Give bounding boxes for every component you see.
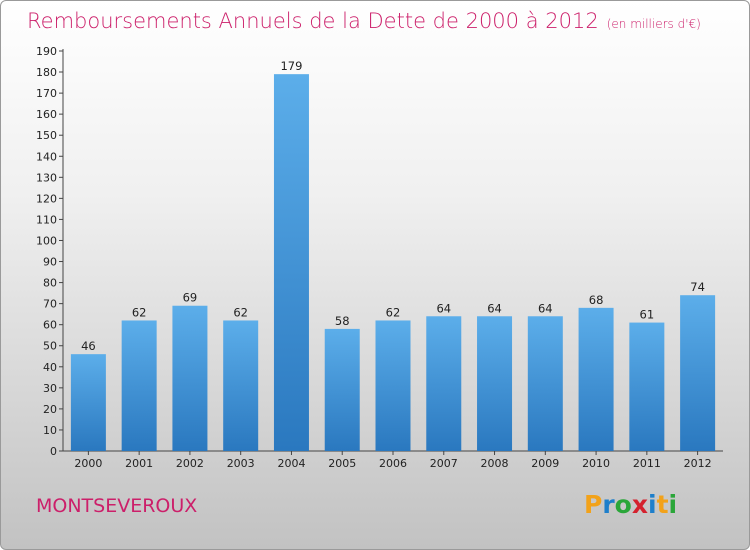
data-label: 58 <box>335 314 350 328</box>
data-label: 74 <box>690 280 705 294</box>
bar-2002 <box>172 305 208 451</box>
y-tick-label: 0 <box>50 445 57 458</box>
proxiti-logo: Proxiti <box>584 490 677 519</box>
bar-2003 <box>223 320 259 451</box>
logo-letter: i <box>668 490 678 519</box>
x-tick-label: 2006 <box>379 457 407 470</box>
y-tick-label: 130 <box>36 171 57 184</box>
bar-2009 <box>527 316 563 451</box>
x-tick-label: 2007 <box>430 457 458 470</box>
y-tick-label: 20 <box>43 403 57 416</box>
bar-2004 <box>273 74 309 451</box>
bar-2005 <box>324 328 360 451</box>
logo-letter: t <box>656 490 669 519</box>
axes: 0 10 20 30 40 50 60 70 80 90 100 110 120 130 140 150 160… <box>36 45 723 470</box>
logo-letter: o <box>614 490 632 519</box>
x-tick-label: 2003 <box>227 457 255 470</box>
x-tick-label: 2009 <box>531 457 559 470</box>
data-label: 62 <box>386 305 401 319</box>
y-tick-label: 50 <box>43 340 57 353</box>
y-tick-label: 170 <box>36 87 57 100</box>
y-tick-label: 140 <box>36 150 57 163</box>
y-tick-label: 160 <box>36 108 57 121</box>
y-tick-label: 110 <box>36 213 57 226</box>
logo-letter: x <box>631 490 648 519</box>
data-label: 64 <box>436 301 451 315</box>
data-label: 179 <box>280 59 302 73</box>
x-tick-label: 2004 <box>277 457 305 470</box>
y-tick-label: 90 <box>43 256 57 269</box>
bar-2012 <box>680 295 716 451</box>
y-tick-label: 40 <box>43 361 57 374</box>
y-tick-label: 30 <box>43 382 57 395</box>
data-label: 64 <box>487 301 502 315</box>
data-label: 61 <box>640 308 655 322</box>
y-tick-label: 70 <box>43 298 57 311</box>
data-label: 69 <box>183 291 198 305</box>
bar-2010 <box>578 307 614 451</box>
logo-letter: i <box>648 490 657 519</box>
chart-title-text: Remboursements Annuels de la Dette de 20… <box>27 9 599 33</box>
data-label: 62 <box>233 305 248 319</box>
logo-letter: P <box>584 490 603 519</box>
logo-letter: r <box>602 490 615 519</box>
y-tick-label: 180 <box>36 66 57 79</box>
data-label: 62 <box>132 305 147 319</box>
y-tick-label: 190 <box>36 45 57 58</box>
y-tick-label: 120 <box>36 192 57 205</box>
x-tick-label: 2012 <box>684 457 712 470</box>
x-tick-label: 2011 <box>633 457 661 470</box>
bar-2000 <box>70 354 106 451</box>
x-tick-label: 2001 <box>125 457 153 470</box>
bar-2006 <box>375 320 411 451</box>
y-tick-label: 100 <box>36 234 57 247</box>
x-tick-label: 2008 <box>481 457 509 470</box>
data-label: 68 <box>589 293 604 307</box>
bar-2001 <box>121 320 157 451</box>
chart-title: Remboursements Annuels de la Dette de 20… <box>27 9 701 33</box>
x-tick-label: 2000 <box>74 457 102 470</box>
data-label: 46 <box>81 339 96 353</box>
city-name: MONTSEVEROUX <box>36 495 198 517</box>
data-label: 64 <box>538 301 553 315</box>
x-tick-label: 2010 <box>582 457 610 470</box>
y-tick-label: 80 <box>43 277 57 290</box>
x-tick-label: 2005 <box>328 457 356 470</box>
x-tick-label: 2002 <box>176 457 204 470</box>
bar-2011 <box>629 322 665 451</box>
bar-2007 <box>426 316 462 451</box>
data-labels: 46 62 69 62 179 58 62 64 64 64 68 61 74 <box>81 59 705 353</box>
bar-2008 <box>477 316 513 451</box>
y-tick-label: 60 <box>43 319 57 332</box>
bars <box>70 74 716 451</box>
y-tick-label: 10 <box>43 424 57 437</box>
y-tick-label: 150 <box>36 129 57 142</box>
unit-label: (en milliers d'€) <box>606 17 701 31</box>
